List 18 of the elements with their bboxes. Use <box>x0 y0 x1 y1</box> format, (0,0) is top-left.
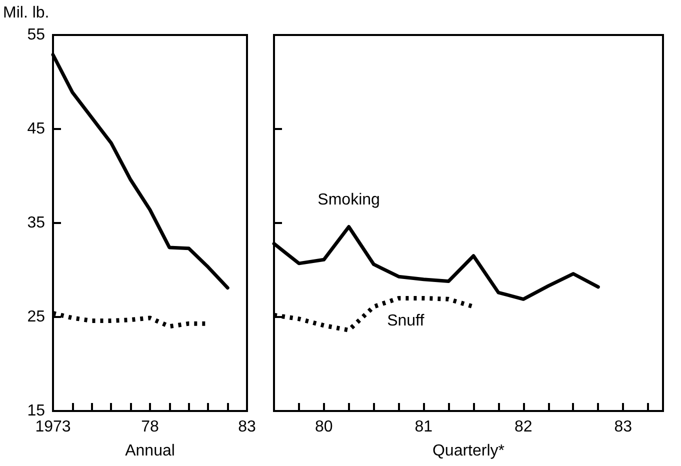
series-label: Snuff <box>387 312 425 330</box>
x-tick-label: 83 <box>238 418 256 436</box>
x-tick-label: 81 <box>414 418 433 436</box>
x-tick-label: 78 <box>141 418 159 436</box>
y-tick-label: 45 <box>27 120 46 138</box>
y-tick-label: 55 <box>27 26 46 44</box>
series-label: Smoking <box>318 191 380 208</box>
x-tick-label: 1973 <box>35 418 71 436</box>
x-tick-label: 82 <box>514 418 532 436</box>
x-axis-title: Quarterly* <box>432 442 505 460</box>
x-tick-label: 80 <box>314 418 333 436</box>
y-axis-title: Mil. lb. <box>3 4 50 22</box>
line-series <box>51 52 230 290</box>
y-tick-label: 15 <box>27 402 46 420</box>
y-tick-label: 35 <box>27 214 46 232</box>
x-tick-label: 83 <box>614 418 632 436</box>
y-tick-label: 25 <box>27 308 46 326</box>
x-axis-title: Annual <box>125 442 175 460</box>
